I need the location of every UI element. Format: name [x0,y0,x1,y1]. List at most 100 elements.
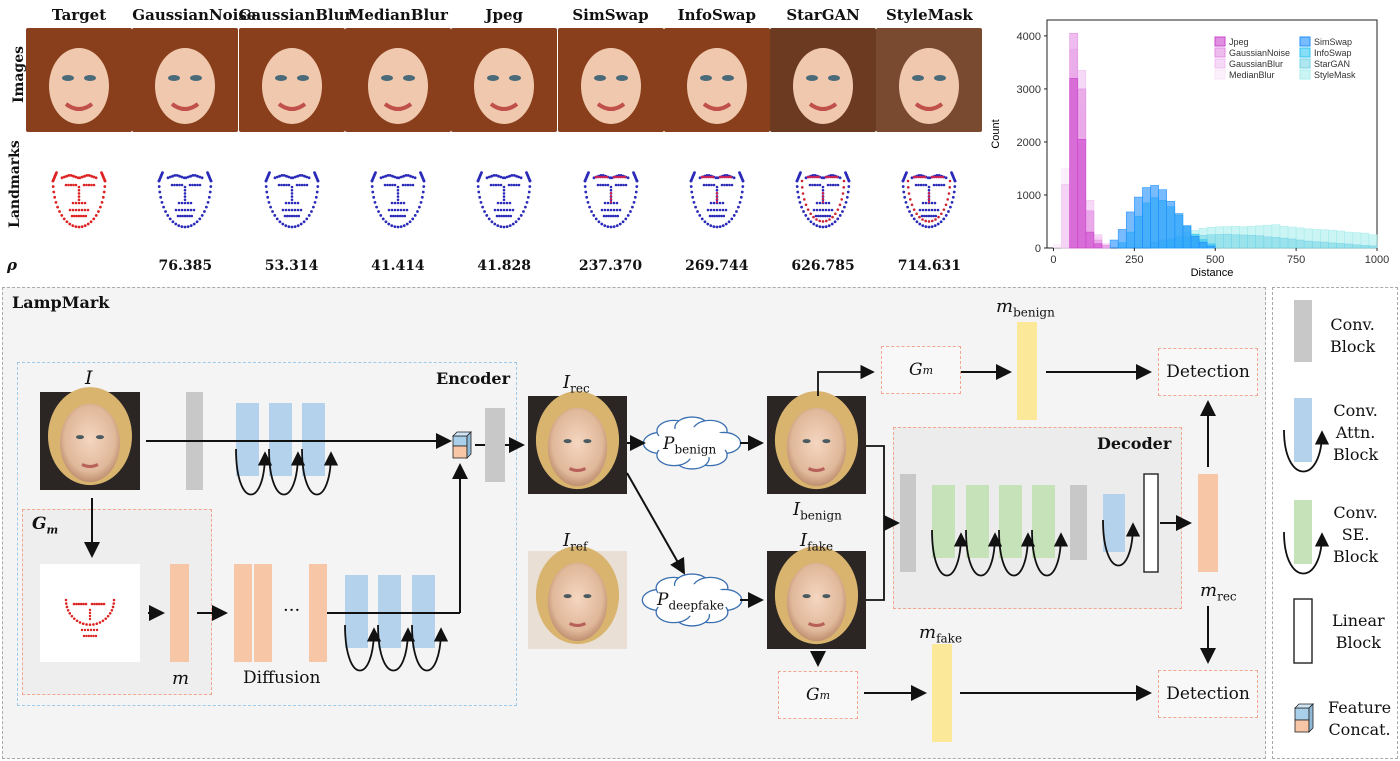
diffusion-block [234,564,252,662]
face-image [344,28,451,132]
se-block [966,485,989,558]
y-tick-label: 4000 [1017,31,1041,43]
hist-bar [1368,245,1378,249]
column-header: MedianBlur [347,6,448,24]
legend-entry: InfoSwap [1314,48,1352,58]
conv-block [900,474,916,572]
face-image [876,28,983,132]
hist-bar [1077,139,1087,249]
face-image [663,28,770,132]
se-block [932,485,955,558]
column-header: SimSwap [572,6,649,24]
rho-value: 714.631 [897,258,962,274]
decoder-label: Decoder [1097,434,1172,453]
landmark-plot [689,171,745,229]
face-image [770,28,877,132]
x-tick-label: 250 [1125,254,1143,266]
legend-concat-cube [1294,703,1314,733]
hist-bar [1198,241,1208,249]
m-rec-block [1198,474,1218,572]
diffusion-block [309,564,327,662]
landmark-plot [476,171,532,229]
attn-block [302,403,325,476]
landmark-plot [51,171,107,229]
legend-conv-label: Conv. Block [1330,315,1376,356]
detection-bottom-box: Detection [1158,670,1258,718]
legend-se-swatch [1294,500,1312,564]
m-rec-label: mrec [1200,580,1237,604]
x-tick-label: 500 [1206,254,1224,266]
gm-label: Gm [32,514,59,537]
row-label-rho: ρ [7,256,17,274]
linear-block [1143,473,1159,573]
face-image [26,28,132,132]
legend-linear-swatch [1293,598,1313,664]
legend-se-label: Conv. SE. Block [1333,503,1379,566]
legend-panel [1272,287,1398,759]
landmark-plot [901,171,957,229]
benign-face-photo [767,391,866,494]
i-benign-label: Ibenign [793,499,842,523]
column-header: GaussianNoise [132,6,257,24]
column-header: InfoSwap [677,6,756,24]
fake-face-photo [767,546,866,649]
i-fake-label: Ifake [800,530,834,554]
x-tick-label: 0 [1050,254,1056,266]
legend-entry: GaussianNoise [1229,48,1290,58]
distance-histogram: 0 1000 2000 3000 4000 0 250 500 750 1000 Distance C… [990,19,1389,279]
attn-block [236,403,259,476]
attn-block [412,575,435,648]
legend-entry: SimSwap [1314,37,1352,47]
legend-linear-label: Linear Block [1332,611,1385,652]
watermark-block [170,564,189,662]
attn-block [269,403,292,476]
x-tick-label: 1000 [1365,254,1389,266]
watermark-symbol: m [172,668,190,689]
input-face-photo [40,387,140,490]
lampmark-title: LampMark [12,293,110,312]
detection-top-box: Detection [1158,348,1258,396]
encoder-label: Encoder [436,369,511,388]
column-header: StyleMask [885,6,973,24]
reconstructed-face-photo [528,391,627,494]
column-header: Target [51,6,107,24]
m-benign-block [1017,322,1037,420]
p-deepfake-label: Pdeepfake [657,590,724,613]
se-block [1032,485,1055,558]
attn-block [1103,494,1125,552]
m-benign-label: mbenign [996,296,1055,320]
i-ref-label: Iref [563,530,588,554]
conv-block [485,408,505,482]
legend-entry: StyleMask [1314,70,1356,80]
y-axis-label: Count [990,119,1002,148]
face-image [238,28,345,132]
m-fake-block [932,644,952,742]
p-benign-cloud [642,416,742,470]
legend-entry: Jpeg [1229,37,1249,47]
hist-bar [1093,243,1103,249]
rho-value: 76.385 [158,258,213,274]
landmark-plot [157,171,213,229]
diffusion-label: Diffusion [243,668,321,688]
legend-entry: GaussianBlur [1229,59,1283,69]
hist-bar [1206,245,1216,249]
landmark-plot [795,171,851,229]
rho-value: 41.828 [477,258,531,274]
ellipsis: ··· [283,600,301,621]
i-rec-label: Irec [563,372,590,396]
y-tick-label: 2000 [1017,137,1041,149]
rho-value: 53.314 [264,258,319,274]
landmark-plot [264,171,319,229]
rho-value: 41.414 [371,258,425,274]
legend-attn-label: Conv. Attn. Block [1333,401,1379,464]
column-header: Jpeg [485,6,523,24]
hist-bar [1085,231,1095,249]
legend-conv-swatch [1294,300,1312,362]
input-image-symbol: I [85,367,93,389]
x-tick-label: 750 [1287,254,1305,266]
legend-attn-swatch [1294,398,1312,462]
landmark-plot [370,171,426,229]
column-header: StarGAN [786,6,860,24]
